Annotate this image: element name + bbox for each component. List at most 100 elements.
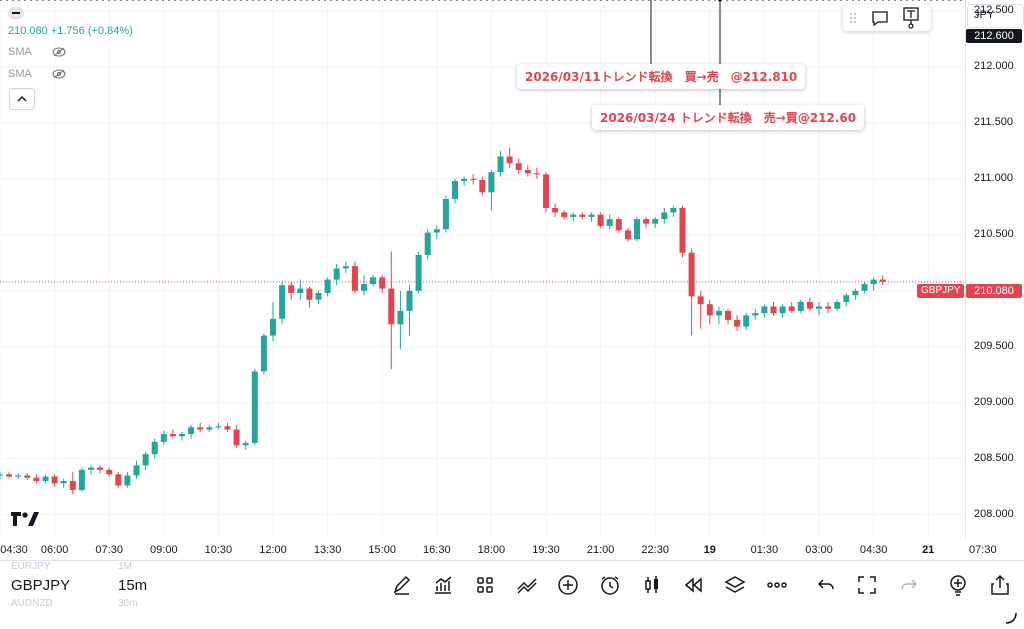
collapse-legend-button[interactable] xyxy=(9,88,35,110)
fullscreen-icon[interactable] xyxy=(855,573,879,597)
timeframe-selector[interactable]: 15m xyxy=(118,577,148,594)
legend-sma-1[interactable]: SMA xyxy=(8,46,66,58)
time-tick-label: 10:30 xyxy=(204,544,233,556)
pen-icon[interactable] xyxy=(390,573,414,597)
candle-body xyxy=(725,310,731,320)
sma-2-label: SMA xyxy=(8,68,32,80)
share-icon[interactable] xyxy=(988,573,1012,597)
candle-body xyxy=(42,476,49,482)
candle-body xyxy=(69,481,76,490)
candle-body xyxy=(133,465,140,476)
chevron-up-icon xyxy=(17,95,27,102)
drag-dots-icon[interactable] xyxy=(849,12,857,24)
candle-body xyxy=(879,279,886,282)
last-price-label: 210.080 xyxy=(966,284,1022,298)
time-tick-label: 15:00 xyxy=(368,544,396,556)
templates-icon[interactable] xyxy=(473,573,497,597)
candle-body xyxy=(88,467,94,470)
candle-body xyxy=(706,304,713,316)
annotation-buy-switch[interactable]: 2026/03/24 トレンド転換 売→買@212.60 xyxy=(592,105,865,130)
candle-body xyxy=(488,172,495,193)
candle-body xyxy=(697,296,704,305)
candle-body xyxy=(643,219,650,224)
candle-body xyxy=(433,229,440,233)
annotation-sell-switch[interactable]: 2026/03/11トレンド転換 買→売 @212.810 xyxy=(517,64,806,89)
candle-body xyxy=(506,156,513,164)
candle-body xyxy=(479,179,486,193)
time-tick-label: 19 xyxy=(703,544,716,556)
bottom-toolbar: EURJPY GBPJPY AUDNZD 1M 15m 30m xyxy=(0,560,1024,629)
candlestick-plot[interactable] xyxy=(0,0,965,538)
comment-icon[interactable] xyxy=(870,8,890,28)
symbol-price-tag: GBPJPY xyxy=(917,284,965,298)
price-tick-label: 212.000 xyxy=(974,59,1014,72)
candle-body xyxy=(315,293,322,300)
candle-body xyxy=(33,477,40,482)
bulb-plus-icon[interactable] xyxy=(946,573,970,597)
eye-hidden-icon[interactable] xyxy=(52,47,66,57)
price-tick-label: 209.000 xyxy=(974,395,1014,408)
candle-body xyxy=(515,163,522,170)
candle-body xyxy=(452,181,458,200)
candle-body xyxy=(115,474,122,486)
candle-body xyxy=(388,288,395,325)
candle-body xyxy=(415,254,422,291)
candle-body xyxy=(342,266,349,269)
alert-clock-icon[interactable] xyxy=(598,573,622,597)
candle-body xyxy=(470,178,477,180)
candle-body xyxy=(361,284,367,291)
candle-body xyxy=(379,277,386,289)
price-tick-label: 208.500 xyxy=(974,451,1014,464)
layers-icon[interactable] xyxy=(723,573,747,597)
candle-body xyxy=(160,434,167,442)
candle-body xyxy=(743,315,750,327)
symbol-selector[interactable]: GBPJPY xyxy=(11,577,71,594)
candle-body xyxy=(151,441,158,455)
legend-sma-2[interactable]: SMA xyxy=(8,68,66,80)
annotation-anchor-2 xyxy=(718,0,722,2)
replay-icon[interactable] xyxy=(681,573,705,597)
candle-type-icon[interactable] xyxy=(640,573,664,597)
candle-body xyxy=(197,427,204,430)
candle-body xyxy=(615,219,622,231)
currency-selector[interactable]: JPY ⌄ xyxy=(967,4,1024,28)
candle-body xyxy=(142,454,149,466)
indicators-icon[interactable] xyxy=(431,573,455,597)
candle-body xyxy=(242,442,249,446)
add-icon[interactable] xyxy=(556,573,580,597)
candle-body xyxy=(606,219,613,226)
eye-hidden-icon[interactable] xyxy=(52,69,66,79)
candle-body xyxy=(797,301,804,311)
candle-body xyxy=(779,306,786,314)
text-settings-icon[interactable] xyxy=(901,6,921,30)
candle-body xyxy=(406,290,413,311)
resize-corner-icon[interactable] xyxy=(1004,611,1018,625)
price-axis[interactable]: 212.500 212.000 211.500 211.000 210.500 210.0… xyxy=(965,0,1024,538)
candle-body xyxy=(351,266,358,291)
candle-body xyxy=(206,427,213,430)
strategy-icon[interactable] xyxy=(515,573,539,597)
candle-body xyxy=(561,212,568,217)
time-tick-label: 21:00 xyxy=(586,544,615,556)
candle-body xyxy=(6,474,13,477)
candle-body xyxy=(288,285,295,294)
undo-icon[interactable] xyxy=(814,573,838,597)
ghost-timeframe-above: 1M xyxy=(118,561,132,572)
candle-body xyxy=(97,467,104,470)
candle-body xyxy=(688,252,695,297)
drag-handle-icon[interactable] xyxy=(8,7,24,19)
time-axis[interactable]: 04:30 06:00 07:30 09:00 10:30 12:00 13:30 15:00… xyxy=(0,538,996,560)
chevron-down-icon: ⌄ xyxy=(974,8,982,18)
chart-area[interactable] xyxy=(0,0,965,538)
time-tick-label: 06:00 xyxy=(40,544,69,556)
redo-icon[interactable] xyxy=(897,573,921,597)
candle-body xyxy=(497,156,504,173)
candle-body xyxy=(524,169,531,174)
time-tick-label: 09:00 xyxy=(150,544,178,556)
more-icon[interactable] xyxy=(765,573,789,597)
candle-body xyxy=(870,279,877,285)
time-tick-label: 18:00 xyxy=(477,544,506,556)
candle-body xyxy=(597,214,604,226)
ghost-symbol-below: AUDNZD xyxy=(11,598,53,609)
time-tick-label: 12:00 xyxy=(259,544,287,556)
